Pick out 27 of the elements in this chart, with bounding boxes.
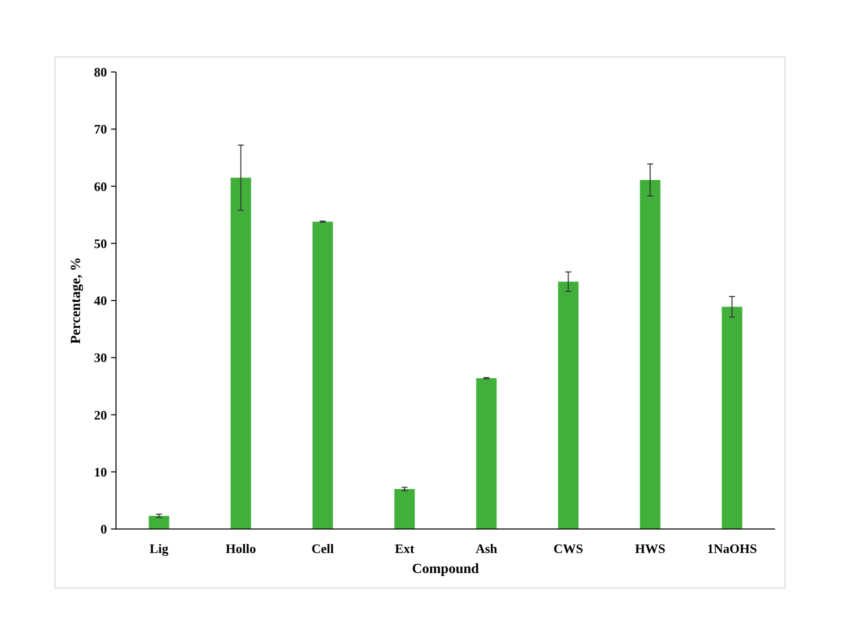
bar	[640, 180, 660, 529]
bar	[148, 516, 170, 529]
y-axis-title: Percentage, %	[69, 257, 84, 344]
y-tick-label: 70	[94, 122, 107, 137]
bar	[230, 178, 252, 529]
x-tick-label: CWS	[553, 541, 584, 556]
bar	[722, 306, 742, 529]
y-tick-label: 20	[94, 407, 107, 422]
bar	[558, 282, 579, 529]
x-tick-label: Hollo	[226, 541, 256, 556]
y-tick-label: 60	[94, 178, 107, 194]
y-tick-label: 10	[94, 464, 107, 480]
x-tick-label: Cell	[312, 541, 334, 556]
x-tick-label: Lig	[150, 541, 169, 556]
y-tick-label: 40	[94, 293, 107, 308]
x-tick-label: Ash	[476, 541, 498, 556]
x-tick-label: 1NaOHS	[707, 541, 757, 556]
y-tick-label: 50	[94, 236, 107, 251]
x-axis-title: Compound	[412, 562, 480, 577]
x-tick-label: Ext	[394, 541, 415, 556]
y-tick-label: 0	[100, 522, 107, 537]
bar	[312, 222, 333, 529]
bar	[394, 489, 415, 529]
x-tick-label: HWS	[634, 541, 666, 556]
y-tick-label: 80	[94, 64, 107, 80]
bar	[476, 378, 497, 529]
y-tick-label: 30	[94, 350, 107, 366]
